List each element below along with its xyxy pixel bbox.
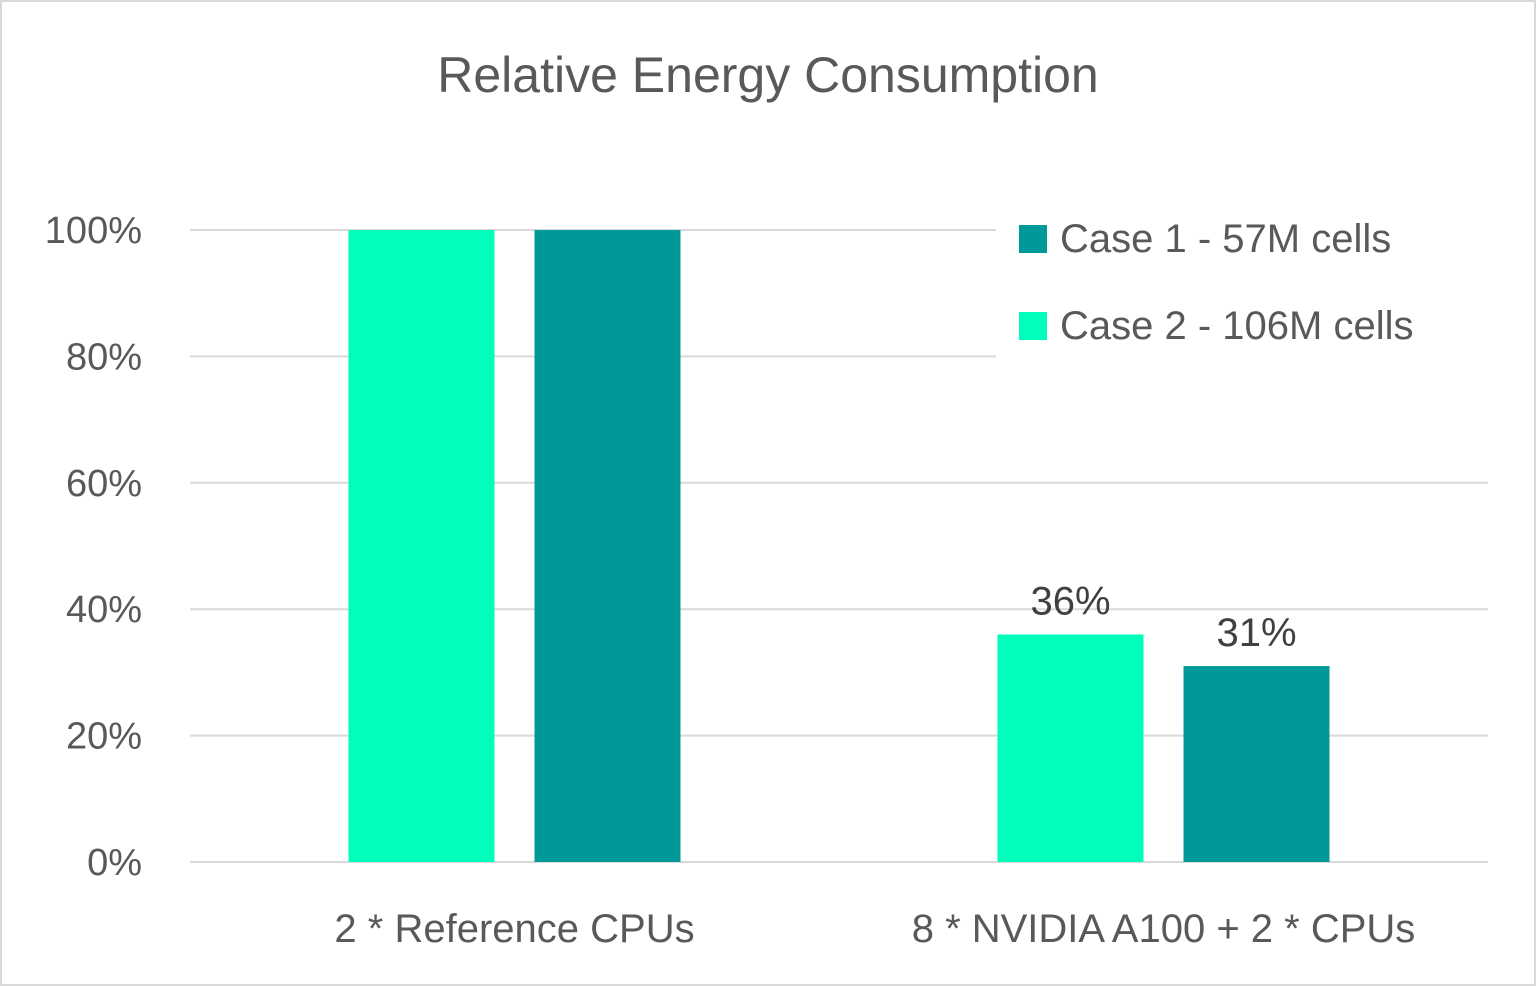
chart-title: Relative Energy Consumption [437, 47, 1098, 103]
x-category-label: 2 * Reference CPUs [334, 907, 694, 951]
bar [534, 230, 681, 862]
legend-label: Case 1 - 57M cells [1060, 217, 1391, 261]
data-label: 31% [1216, 611, 1296, 655]
x-category-label: 8 * NVIDIA A100 + 2 * CPUs [912, 907, 1416, 951]
y-tick-label: 20% [66, 716, 142, 758]
data-labels: 36% 31% [1030, 579, 1296, 655]
legend-background [996, 200, 1488, 360]
category-labels: 2 * Reference CPUs 8 * NVIDIA A100 + 2 * … [334, 907, 1415, 951]
bar [997, 634, 1144, 862]
y-tick-label: 40% [66, 589, 142, 631]
y-tick-label: 60% [66, 463, 142, 505]
legend-label: Case 2 - 106M cells [1060, 304, 1413, 348]
y-axis-ticks: 0% 20% 40% 60% 80% 100% [45, 210, 142, 884]
y-tick-label: 0% [87, 842, 142, 884]
bar [1183, 666, 1330, 862]
y-tick-label: 80% [66, 336, 142, 378]
y-tick-label: 100% [45, 210, 142, 252]
bar [348, 230, 495, 862]
legend: Case 1 - 57M cells Case 2 - 106M cells [996, 200, 1488, 360]
bars [348, 230, 1330, 862]
data-label: 36% [1030, 579, 1110, 623]
legend-swatch [1019, 225, 1047, 253]
legend-swatch [1019, 312, 1047, 340]
